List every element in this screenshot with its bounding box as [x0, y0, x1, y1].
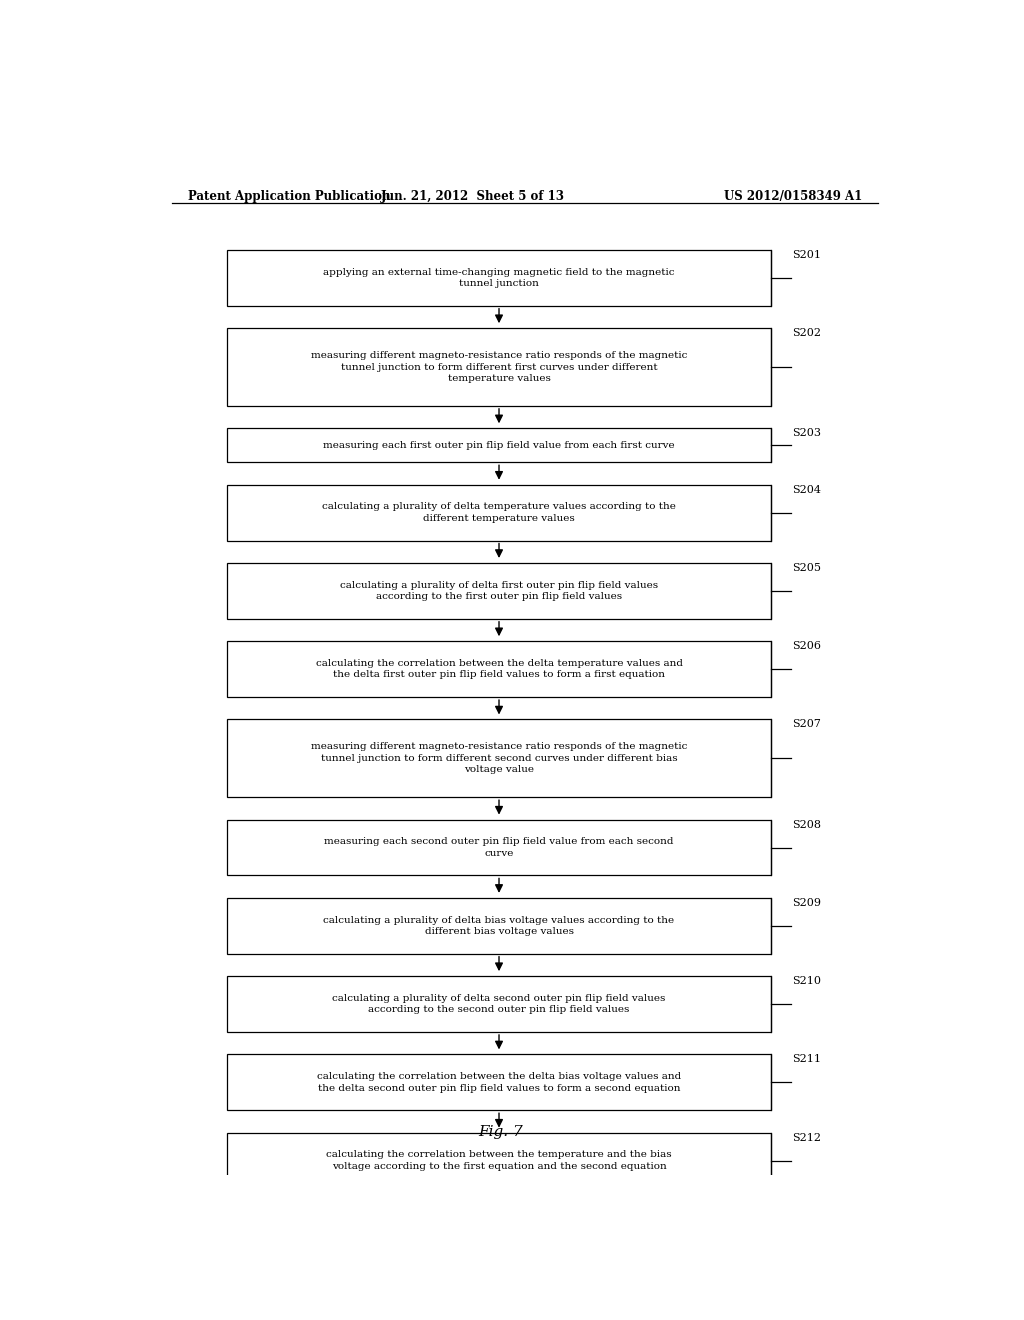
Text: calculating the correlation between the delta bias voltage values and
the delta : calculating the correlation between the … — [316, 1072, 681, 1093]
Bar — [227, 820, 771, 875]
Text: applying an external time-changing magnetic field to the magnetic
tunnel junctio: applying an external time-changing magne… — [324, 268, 675, 288]
Bar — [227, 642, 771, 697]
Text: S201: S201 — [793, 249, 821, 260]
Text: S210: S210 — [793, 975, 821, 986]
Bar — [227, 1133, 771, 1188]
Text: Patent Application Publication: Patent Application Publication — [187, 190, 390, 202]
Bar — [227, 249, 771, 306]
Bar — [227, 719, 771, 797]
Text: S204: S204 — [793, 484, 821, 495]
Text: S211: S211 — [793, 1055, 821, 1064]
Text: calculating a plurality of delta second outer pin flip field values
according to: calculating a plurality of delta second … — [333, 994, 666, 1014]
Text: S205: S205 — [793, 562, 821, 573]
Text: Fig. 7: Fig. 7 — [478, 1125, 523, 1139]
Text: calculating the correlation between the delta temperature values and
the delta f: calculating the correlation between the … — [315, 659, 683, 680]
Text: measuring different magneto-resistance ratio responds of the magnetic
tunnel jun: measuring different magneto-resistance r… — [311, 742, 687, 775]
Bar — [227, 329, 771, 405]
Text: S209: S209 — [793, 898, 821, 908]
Text: calculating a plurality of delta first outer pin flip field values
according to : calculating a plurality of delta first o… — [340, 581, 658, 601]
Text: measuring each first outer pin flip field value from each first curve: measuring each first outer pin flip fiel… — [324, 441, 675, 450]
Bar — [227, 1055, 771, 1110]
Text: calculating a plurality of delta temperature values according to the
different t: calculating a plurality of delta tempera… — [323, 503, 676, 523]
Text: S202: S202 — [793, 329, 821, 338]
Bar — [227, 428, 771, 462]
Bar — [227, 484, 771, 541]
Bar — [227, 975, 771, 1032]
Text: S206: S206 — [793, 642, 821, 651]
Text: calculating a plurality of delta bias voltage values according to the
different : calculating a plurality of delta bias vo… — [324, 916, 675, 936]
Text: S208: S208 — [793, 820, 821, 829]
Text: Jun. 21, 2012  Sheet 5 of 13: Jun. 21, 2012 Sheet 5 of 13 — [381, 190, 565, 202]
Text: measuring each second outer pin flip field value from each second
curve: measuring each second outer pin flip fie… — [325, 837, 674, 858]
Text: calculating the correlation between the temperature and the bias
voltage accordi: calculating the correlation between the … — [327, 1150, 672, 1171]
Bar — [227, 562, 771, 619]
Text: measuring different magneto-resistance ratio responds of the magnetic
tunnel jun: measuring different magneto-resistance r… — [311, 351, 687, 383]
Text: US 2012/0158349 A1: US 2012/0158349 A1 — [724, 190, 862, 202]
Text: S212: S212 — [793, 1133, 821, 1143]
Text: S207: S207 — [793, 719, 821, 730]
Text: S203: S203 — [793, 428, 821, 438]
Bar — [227, 898, 771, 954]
